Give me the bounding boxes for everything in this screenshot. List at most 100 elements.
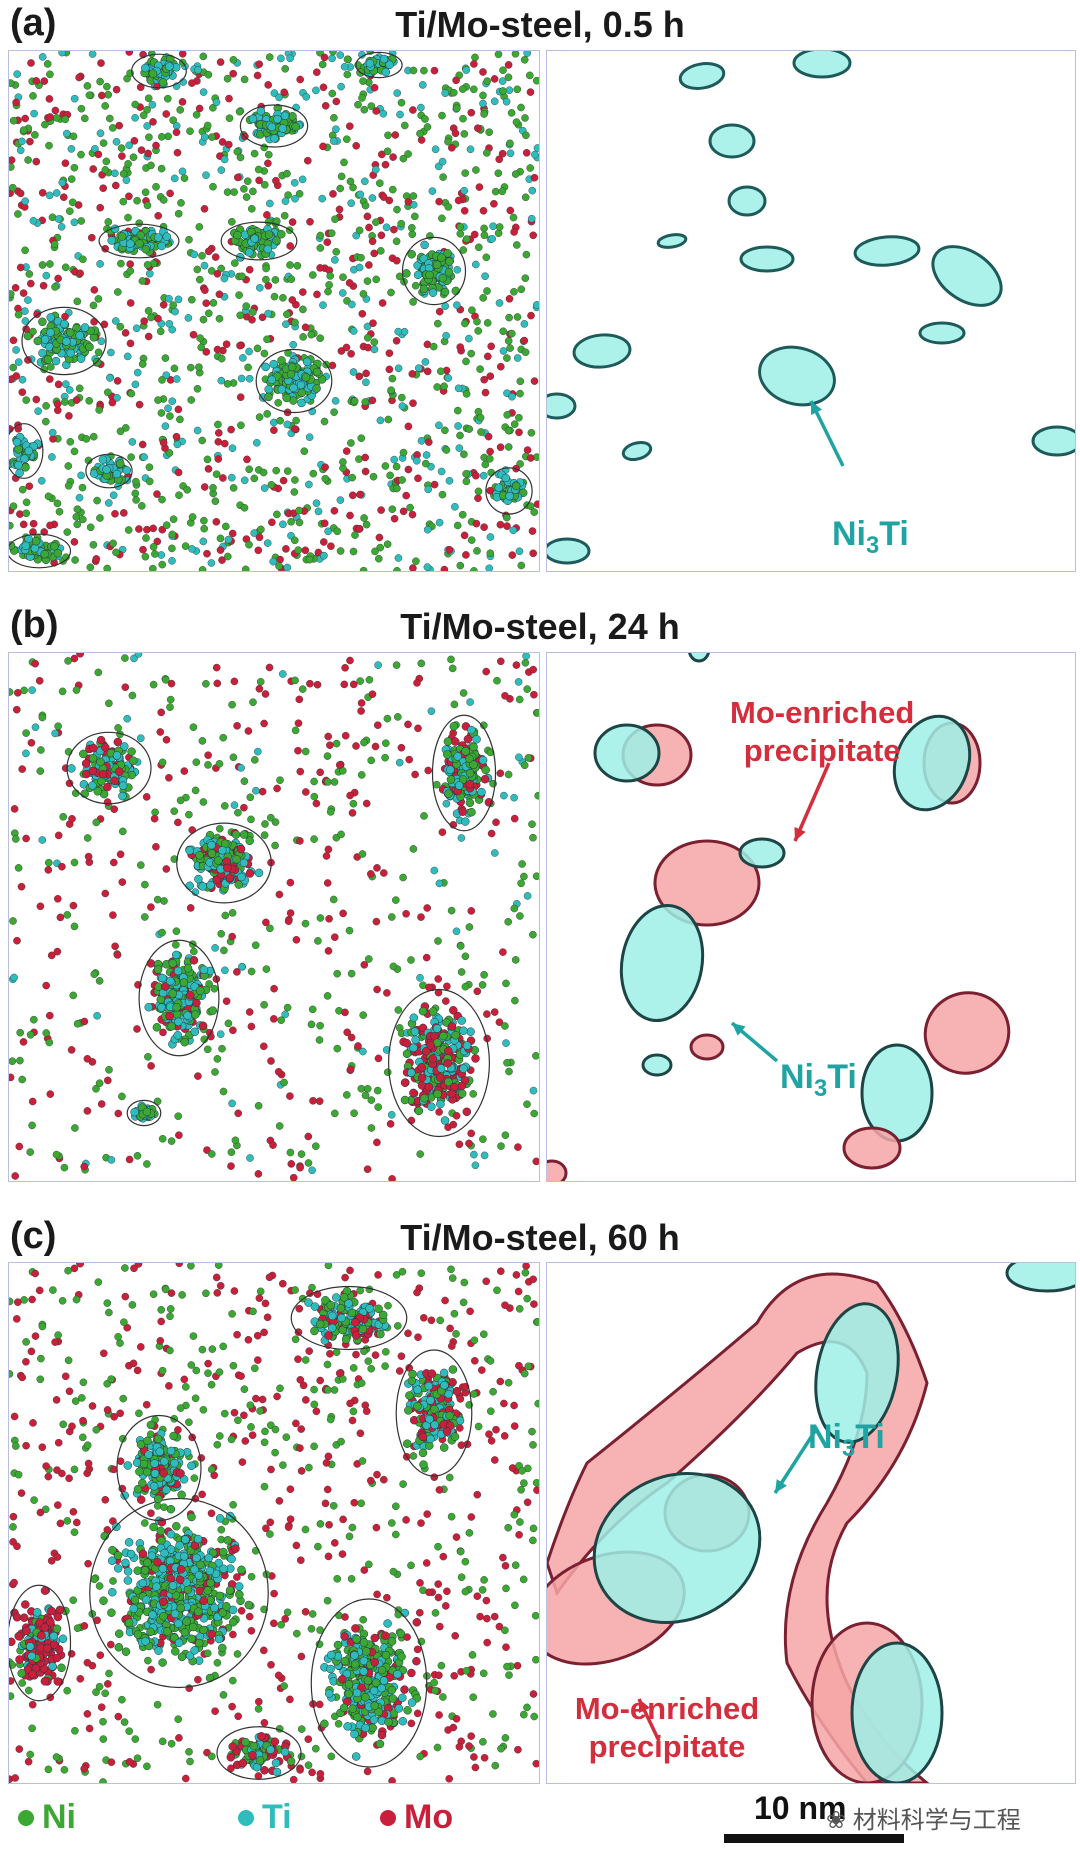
atom bbox=[259, 1042, 268, 1051]
atom bbox=[75, 493, 84, 502]
atom bbox=[330, 1109, 339, 1118]
atom bbox=[270, 426, 278, 435]
atom bbox=[403, 1633, 411, 1641]
atom bbox=[286, 1485, 295, 1493]
atom bbox=[465, 1139, 473, 1148]
atom bbox=[294, 746, 302, 755]
atom bbox=[172, 122, 181, 130]
atom bbox=[21, 197, 30, 205]
atom bbox=[237, 872, 246, 882]
atom bbox=[312, 86, 320, 95]
atom bbox=[159, 438, 168, 447]
atom bbox=[455, 1742, 464, 1751]
atom bbox=[41, 120, 49, 129]
atom bbox=[456, 343, 465, 351]
atom bbox=[24, 1757, 33, 1766]
atom bbox=[320, 519, 329, 528]
atom bbox=[341, 1335, 351, 1344]
atom bbox=[459, 246, 468, 254]
atom bbox=[531, 150, 539, 159]
atom bbox=[504, 443, 513, 451]
atom bbox=[291, 318, 299, 327]
atom bbox=[496, 443, 505, 452]
atom bbox=[47, 1556, 56, 1565]
atom bbox=[394, 1006, 403, 1014]
atom bbox=[347, 1574, 356, 1583]
atom bbox=[267, 375, 277, 385]
atom bbox=[330, 506, 339, 515]
atom bbox=[149, 680, 158, 689]
atom bbox=[233, 1330, 241, 1339]
atom bbox=[47, 951, 56, 960]
atom bbox=[157, 409, 166, 417]
atom bbox=[359, 1011, 368, 1019]
atom bbox=[490, 199, 498, 208]
atom bbox=[486, 1407, 495, 1415]
atom bbox=[324, 845, 333, 854]
atom bbox=[456, 223, 465, 231]
atom bbox=[53, 947, 62, 956]
atom bbox=[131, 489, 140, 498]
atom bbox=[518, 860, 526, 868]
atom bbox=[470, 60, 478, 68]
atom bbox=[398, 476, 406, 484]
atom bbox=[520, 336, 529, 345]
atom bbox=[349, 547, 358, 556]
atom bbox=[478, 981, 487, 989]
atom bbox=[461, 747, 470, 756]
atom bbox=[31, 536, 41, 546]
atom bbox=[9, 1073, 15, 1082]
atom bbox=[203, 549, 211, 558]
atom bbox=[438, 490, 447, 499]
atom bbox=[42, 417, 50, 426]
atom bbox=[19, 126, 28, 134]
atom bbox=[94, 668, 103, 677]
atom bbox=[178, 167, 187, 176]
atom bbox=[469, 1090, 478, 1098]
atom bbox=[440, 565, 449, 571]
atom bbox=[263, 1313, 272, 1322]
atom bbox=[379, 869, 388, 877]
atom bbox=[467, 1129, 476, 1138]
atom bbox=[107, 1375, 115, 1383]
atom bbox=[504, 337, 513, 345]
ni3ti-precipitate bbox=[656, 233, 688, 249]
atom bbox=[330, 114, 338, 122]
atom bbox=[154, 396, 162, 404]
atom bbox=[191, 1394, 200, 1403]
atom bbox=[231, 1136, 240, 1145]
atom bbox=[375, 533, 384, 542]
atom bbox=[329, 895, 338, 904]
atom bbox=[347, 969, 356, 978]
atom bbox=[462, 390, 471, 398]
atom bbox=[433, 1089, 442, 1099]
atom bbox=[523, 446, 532, 454]
atom bbox=[18, 137, 26, 146]
atom bbox=[99, 184, 107, 192]
atom bbox=[128, 691, 137, 700]
atom bbox=[529, 231, 538, 240]
atom bbox=[162, 232, 172, 241]
atom bbox=[240, 75, 249, 84]
atom bbox=[38, 188, 47, 197]
atom bbox=[422, 451, 431, 459]
atom bbox=[277, 356, 286, 365]
atom bbox=[86, 523, 95, 532]
atom bbox=[489, 1387, 497, 1396]
atom bbox=[310, 835, 318, 843]
atom bbox=[61, 115, 70, 124]
atom bbox=[501, 1561, 510, 1570]
atom bbox=[409, 845, 418, 853]
atom bbox=[207, 1752, 216, 1761]
atom bbox=[46, 1090, 55, 1098]
atom bbox=[445, 476, 454, 485]
atom bbox=[304, 1735, 313, 1744]
mo-arrow bbox=[793, 762, 831, 842]
atom bbox=[234, 1416, 242, 1425]
atom bbox=[12, 372, 21, 380]
atom bbox=[504, 73, 513, 82]
atom bbox=[503, 354, 511, 362]
atom bbox=[427, 707, 436, 716]
atom bbox=[502, 97, 511, 106]
atom bbox=[189, 723, 198, 731]
